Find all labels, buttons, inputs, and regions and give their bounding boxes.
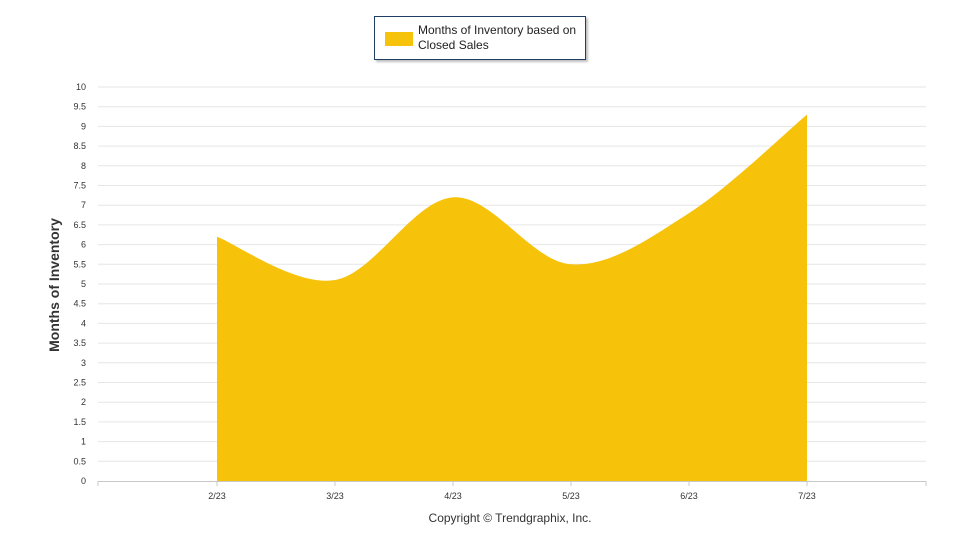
- copyright-credit: Copyright © Trendgraphix, Inc.: [428, 511, 592, 525]
- y-tick-label: 7.5: [73, 181, 86, 191]
- y-tick-label: 6.5: [73, 220, 86, 230]
- legend-label: Months of Inventory based on Closed Sale…: [418, 23, 577, 52]
- y-tick-label: 5.5: [73, 259, 86, 269]
- x-tick-label: 3/23: [326, 491, 344, 501]
- y-tick-label: 9.5: [73, 102, 86, 112]
- legend: Months of Inventory based on Closed Sale…: [374, 16, 586, 60]
- y-tick-label: 0.5: [73, 456, 86, 466]
- y-tick-label: 8.5: [73, 141, 86, 151]
- y-tick-label: 3.5: [73, 338, 86, 348]
- area-fill: [217, 114, 807, 481]
- y-tick-label: 4: [81, 318, 86, 328]
- y-tick-label: 8: [81, 161, 86, 171]
- y-tick-label: 7: [81, 200, 86, 210]
- x-tick-label: 6/23: [680, 491, 698, 501]
- x-tick-label: 2/23: [208, 491, 226, 501]
- y-tick-label: 10: [76, 82, 86, 92]
- y-tick-label: 4.5: [73, 299, 86, 309]
- legend-swatch: [385, 32, 413, 46]
- y-tick-label: 9: [81, 121, 86, 131]
- y-tick-label: 1: [81, 437, 86, 447]
- y-axis-title: Months of Inventory: [46, 218, 62, 352]
- y-tick-label: 2.5: [73, 378, 86, 388]
- y-tick-label: 0: [81, 476, 86, 486]
- y-tick-label: 6: [81, 240, 86, 250]
- x-tick-label: 5/23: [562, 491, 580, 501]
- axes: 0 0.5 1 1.5 2 2.5 3 3.5 4 4.5 5 5.5 6 6.5 7 7.5 8 8.5 9 9.5…: [73, 82, 927, 501]
- y-tick-label: 5: [81, 279, 86, 289]
- y-tick-label: 2: [81, 397, 86, 407]
- area-series: [216, 114, 808, 481]
- x-tick-label: 7/23: [798, 491, 816, 501]
- x-tick-label: 4/23: [444, 491, 462, 501]
- y-tick-label: 1.5: [73, 417, 86, 427]
- y-tick-label: 3: [81, 358, 86, 368]
